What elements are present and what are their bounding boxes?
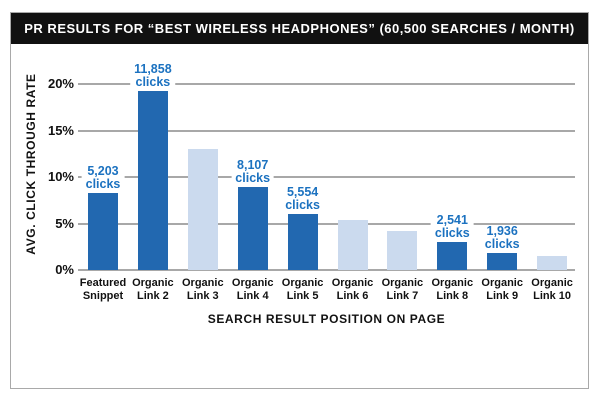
chart-title: PR RESULTS FOR “BEST WIRELESS HEADPHONES… [24,21,575,36]
chart-frame: PR RESULTS FOR “BEST WIRELESS HEADPHONES… [10,12,589,389]
chart-header-bar: PR RESULTS FOR “BEST WIRELESS HEADPHONES… [11,13,588,44]
